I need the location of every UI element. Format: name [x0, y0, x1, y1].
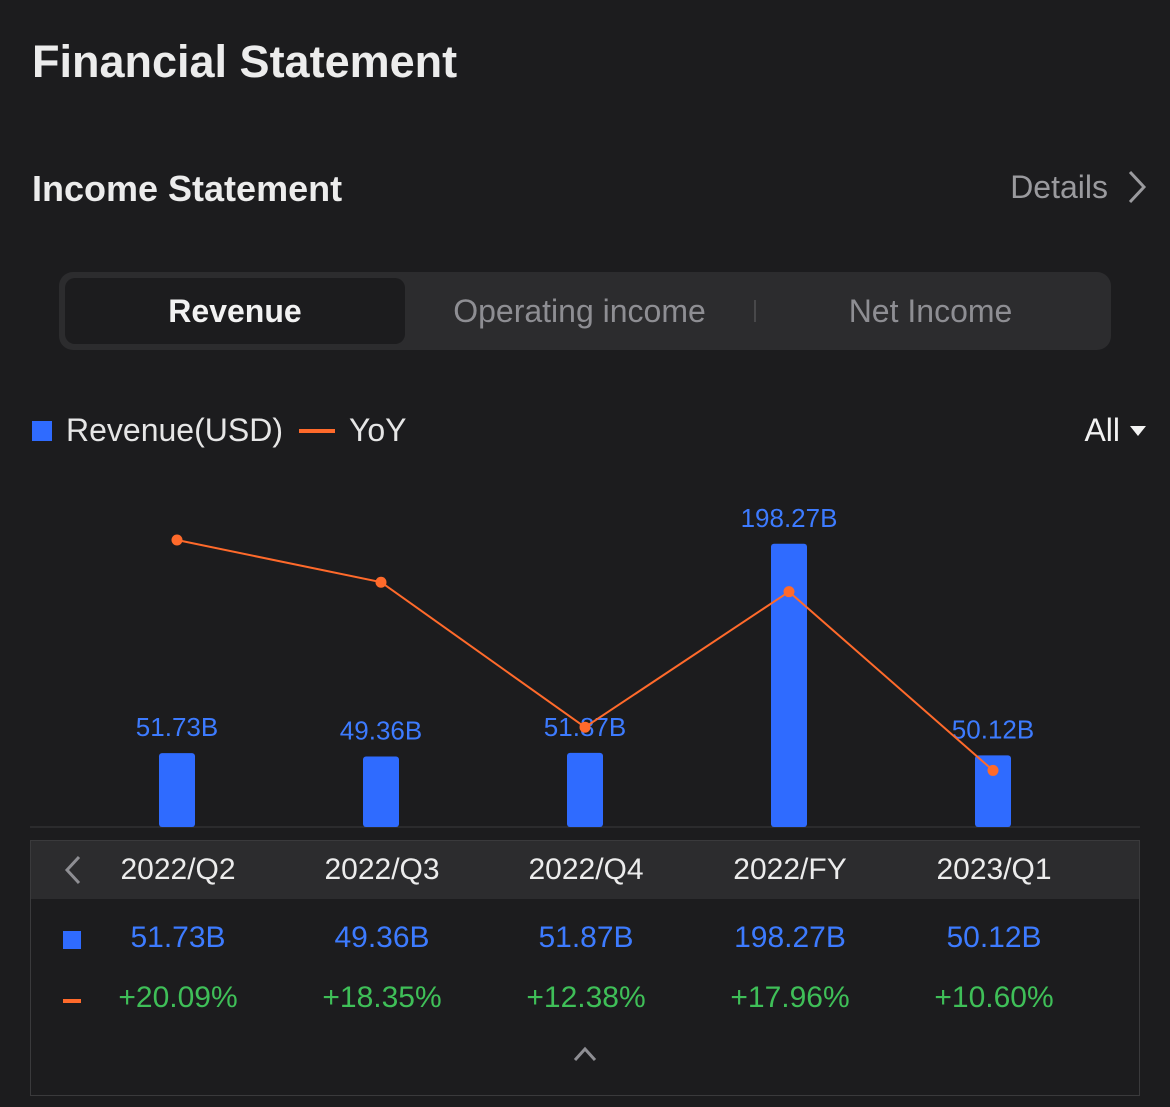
yoy-point-2022/FY: [783, 586, 795, 598]
bar-label-2023/Q1: 50.12B: [952, 714, 1034, 744]
details-label: Details: [1010, 168, 1108, 205]
chevron-left-icon[interactable]: [61, 853, 85, 887]
line-legend-label: YoY: [348, 412, 407, 448]
yoy-cell-2022/Q4: +12.38%: [526, 981, 646, 1014]
bar-legend-label: Revenue(USD): [66, 412, 283, 448]
yoy-cell-2022/Q2: +20.09%: [118, 981, 238, 1014]
revenue-cell-2023/Q1: 50.12B: [946, 921, 1042, 954]
yoy-point-2022/Q2: [171, 534, 183, 546]
bar-label-2022/Q3: 49.36B: [340, 715, 422, 745]
yoy-point-2022/Q3: [375, 576, 387, 588]
table-header: 2022/Q2 2022/Q3 2022/Q4 2022/FY 2023/Q1: [31, 841, 1139, 899]
tab-revenue[interactable]: Revenue: [65, 278, 405, 344]
section-title: Income Statement: [32, 168, 343, 209]
revenue-cell-2022/Q4: 51.87B: [538, 921, 634, 954]
line-series-marker: [63, 999, 81, 1003]
metric-tabs: Revenue Operating income Net Income: [59, 272, 1111, 350]
bar-label-2022/Q2: 51.73B: [136, 712, 218, 742]
table-header-2023/Q1: 2023/Q1: [936, 853, 1052, 886]
bar-series-marker: [63, 931, 81, 949]
table-header-2022/Q4: 2022/Q4: [528, 853, 644, 886]
table-row-yoy: +20.09% +18.35% +12.38% +17.96% +10.60%: [31, 981, 1139, 1021]
bar-label-2022/FY: 198.27B: [741, 503, 838, 533]
line-legend-swatch: [298, 428, 335, 433]
range-selected-label: All: [1084, 412, 1120, 448]
data-table: 2022/Q2 2022/Q3 2022/Q4 2022/FY 2023/Q1 51.7…: [30, 840, 1140, 1096]
bar-2022/Q3: [363, 756, 399, 827]
bar-2022/Q4: [567, 752, 603, 827]
tab-divider: [754, 300, 756, 322]
range-dropdown[interactable]: All: [1084, 412, 1146, 449]
details-link[interactable]: Details: [1010, 168, 1148, 206]
yoy-cell-2022/Q3: +18.35%: [322, 981, 442, 1014]
caret-down-icon: [1130, 425, 1146, 436]
bar-2022/Q2: [159, 753, 195, 827]
revenue-cell-2022/FY: 198.27B: [734, 921, 846, 954]
yoy-point-2023/Q1: [987, 764, 999, 776]
revenue-cell-2022/Q3: 49.36B: [334, 921, 430, 954]
chart-legend: Revenue(USD) YoY: [32, 412, 407, 449]
table-header-2022/Q2: 2022/Q2: [120, 853, 236, 886]
tab-net-income[interactable]: Net Income: [848, 292, 1013, 329]
page-title: Financial Statement: [32, 36, 458, 87]
revenue-cell-2022/Q2: 51.73B: [130, 921, 226, 954]
table-header-2022/FY: 2022/FY: [733, 853, 847, 886]
bar-legend-swatch: [32, 420, 52, 441]
chevron-right-icon: [1128, 170, 1147, 204]
table-header-2022/Q3: 2022/Q3: [324, 853, 440, 886]
bar-2023/Q1: [975, 755, 1011, 827]
tab-operating-income[interactable]: Operating income: [453, 292, 706, 329]
chevron-up-icon[interactable]: [572, 1045, 598, 1063]
bar-2022/FY: [771, 543, 807, 827]
table-row-revenue: 51.73B 49.36B 51.87B 198.27B 50.12B: [31, 921, 1139, 961]
yoy-cell-2022/FY: +17.96%: [730, 981, 850, 1014]
yoy-cell-2023/Q1: +10.60%: [934, 981, 1054, 1014]
yoy-point-2022/Q4: [579, 721, 591, 733]
